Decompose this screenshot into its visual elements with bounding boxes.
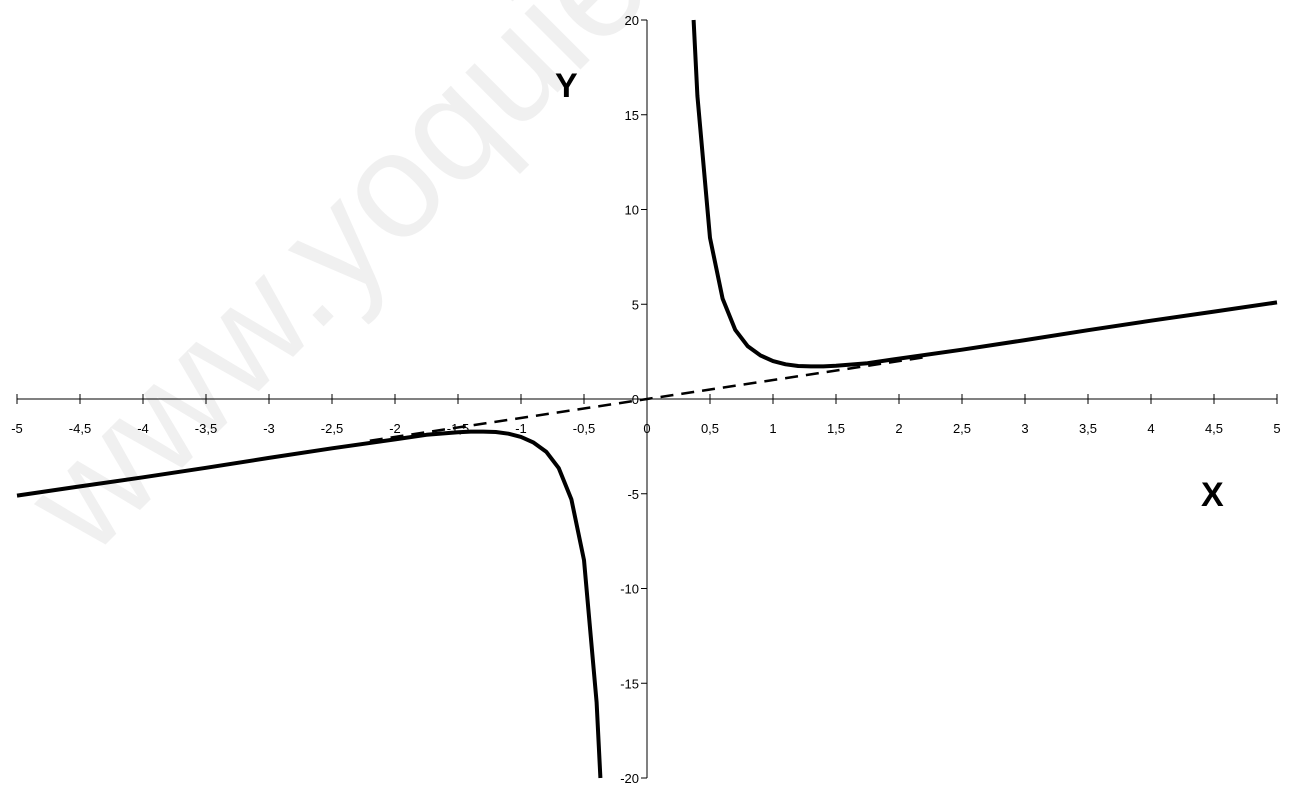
x-tick-label: 1 — [769, 421, 776, 436]
x-tick-label: -4 — [137, 421, 149, 436]
x-tick-label: 2,5 — [953, 421, 971, 436]
x-tick-label: 3 — [1021, 421, 1028, 436]
y-tick-label: 0 — [632, 392, 639, 407]
asymptote-line — [369, 356, 925, 442]
x-tick-label: 2 — [895, 421, 902, 436]
y-tick-label: -10 — [620, 582, 639, 597]
x-axis-title: X — [1201, 476, 1224, 514]
x-tick-label: 5 — [1273, 421, 1280, 436]
x-tick-label: 0,5 — [701, 421, 719, 436]
x-tick-label: -3 — [263, 421, 275, 436]
series-lines — [16, 19, 1278, 779]
y-axis-title: Y — [555, 67, 578, 105]
x-tick-label: 4 — [1147, 421, 1154, 436]
x-tick-label: 0 — [643, 421, 650, 436]
x-tick-label: -2,5 — [321, 421, 343, 436]
tick-labels: -5 -4,5 -4 -3,5 -3 -2,5 -2 -1,5 -1 -0,5 0 0,5 1 1,5 2 2… — [11, 13, 1280, 785]
y-tick-label: 20 — [625, 13, 639, 28]
y-tick-label: -5 — [627, 487, 639, 502]
y-tick-label: -15 — [620, 676, 639, 691]
x-tick-label: -1 — [515, 421, 527, 436]
x-tick-label: 1,5 — [827, 421, 845, 436]
x-tick-label: -5 — [11, 421, 23, 436]
x-tick-label: -1,5 — [447, 421, 469, 436]
y-tick-label: -20 — [620, 771, 639, 785]
x-tick-label: -3,5 — [195, 421, 217, 436]
x-tick-label: 4,5 — [1205, 421, 1223, 436]
y-tick-label: 10 — [625, 203, 639, 218]
x-tick-label: -0,5 — [573, 421, 595, 436]
x-tick-label: -4,5 — [69, 421, 91, 436]
x-tick-label: 3,5 — [1079, 421, 1097, 436]
y-tick-label: 5 — [632, 297, 639, 312]
curve-branch-2 — [16, 429, 603, 779]
curve-branch-1 — [691, 19, 1278, 369]
y-tick-label: 15 — [625, 108, 639, 123]
x-tick-label: -2 — [389, 421, 401, 436]
